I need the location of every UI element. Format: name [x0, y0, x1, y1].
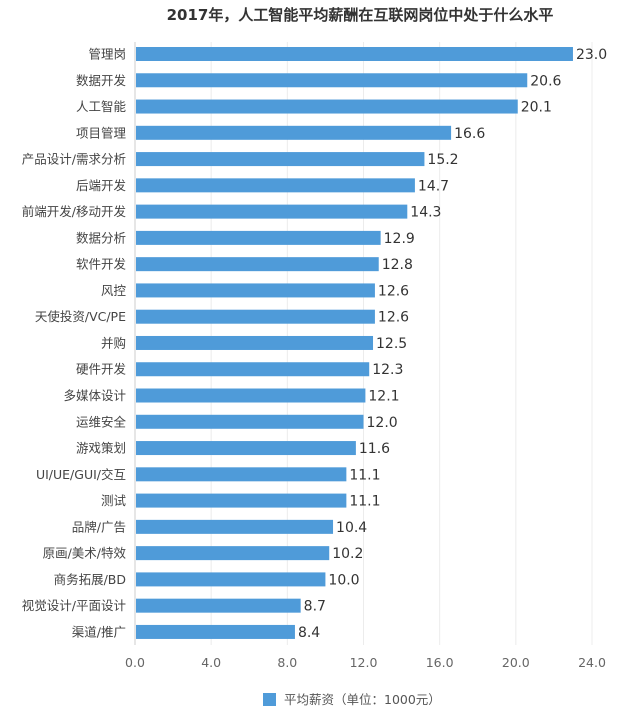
- category-label: 风控: [101, 283, 127, 298]
- bar: [136, 125, 452, 140]
- data-label: 12.6: [378, 310, 409, 326]
- data-label: 14.3: [410, 205, 441, 221]
- data-label: 12.9: [384, 231, 415, 247]
- bar: [136, 467, 347, 482]
- bar: [136, 230, 381, 245]
- chart-title: 2017年，人工智能平均薪酬在互联网岗位中处于什么水平: [167, 6, 554, 24]
- category-label: 游戏策划: [76, 441, 126, 456]
- category-label: 品牌/广告: [72, 519, 126, 534]
- x-tick-label: 24.0: [578, 655, 606, 670]
- category-label: 并购: [101, 335, 126, 350]
- category-label: 天使投资/VC/PE: [35, 309, 126, 324]
- category-label: 原画/美术/特效: [43, 546, 127, 561]
- bar: [136, 362, 370, 377]
- x-tick-label: 8.0: [277, 655, 297, 670]
- data-label: 12.6: [378, 283, 409, 299]
- bar: [136, 519, 334, 534]
- data-label: 11.6: [359, 441, 390, 457]
- category-label: 多媒体设计: [63, 388, 126, 403]
- bar: [136, 388, 366, 403]
- bar: [136, 204, 408, 219]
- bar: [136, 178, 415, 193]
- category-label: UI/UE/GUI/交互: [36, 467, 126, 482]
- category-label: 数据开发: [76, 73, 127, 88]
- data-label: 16.6: [454, 126, 485, 142]
- legend-swatch: [263, 693, 276, 706]
- data-label: 23.0: [576, 47, 607, 63]
- data-label: 8.4: [298, 625, 320, 641]
- bar: [136, 309, 375, 324]
- data-label: 20.1: [521, 100, 552, 116]
- bar: [136, 73, 528, 88]
- x-tick-label: 0.0: [125, 655, 145, 670]
- category-label: 数据分析: [76, 230, 126, 245]
- bar: [136, 257, 379, 272]
- category-label: 人工智能: [76, 99, 127, 114]
- bar: [136, 493, 347, 508]
- category-label: 前端开发/移动开发: [22, 204, 127, 219]
- bar: [136, 283, 375, 298]
- x-tick-label: 12.0: [350, 655, 378, 670]
- category-label: 渠道/推广: [72, 624, 126, 639]
- category-label: 视觉设计/平面设计: [22, 598, 126, 613]
- data-label: 8.7: [304, 599, 326, 615]
- category-label: 商务拓展/BD: [54, 572, 126, 587]
- data-label: 12.1: [368, 389, 399, 405]
- x-tick-label: 20.0: [502, 655, 530, 670]
- data-label: 10.4: [336, 520, 367, 536]
- data-label: 12.0: [367, 415, 398, 431]
- data-label: 14.7: [418, 178, 449, 194]
- x-axis-ticks: 0.0 4.0 8.0 12.0 16.0 20.0 24.0: [125, 655, 606, 670]
- category-label: 产品设计/需求分析: [22, 152, 126, 167]
- data-label: 20.6: [530, 73, 561, 89]
- data-label: 12.8: [382, 257, 413, 273]
- category-label: 测试: [101, 493, 127, 508]
- bar: [136, 546, 330, 561]
- bar: [136, 441, 356, 456]
- category-label: 后端开发: [76, 178, 127, 193]
- category-label: 管理岗: [88, 47, 126, 62]
- data-label: 15.2: [427, 152, 458, 168]
- legend-label: 平均薪资（单位：1000元）: [284, 692, 441, 707]
- bar: [136, 152, 425, 167]
- bar: [136, 47, 573, 61]
- data-label: 11.1: [349, 467, 380, 483]
- data-label: 10.2: [332, 546, 363, 562]
- data-label: 11.1: [349, 494, 380, 510]
- category-label: 硬件开发: [76, 362, 127, 377]
- bar: [136, 99, 518, 114]
- legend[interactable]: 平均薪资（单位：1000元）: [263, 692, 441, 707]
- x-tick-label: 4.0: [201, 655, 221, 670]
- data-label: 12.3: [372, 362, 403, 378]
- bars: 管理岗 23.0 数据开发 20.6 人工智能 20.1 项目管理 16.6 产品设计/需求分析…: [22, 47, 607, 641]
- bar: [136, 624, 295, 639]
- bar: [136, 414, 364, 429]
- category-label: 项目管理: [76, 125, 127, 140]
- data-label: 10.0: [328, 572, 359, 588]
- data-label: 12.5: [376, 336, 407, 352]
- bar: [136, 598, 301, 613]
- x-tick-label: 16.0: [426, 655, 454, 670]
- category-label: 运维安全: [76, 414, 127, 429]
- bar: [136, 335, 374, 350]
- category-label: 软件开发: [76, 257, 127, 272]
- bar: [136, 572, 326, 587]
